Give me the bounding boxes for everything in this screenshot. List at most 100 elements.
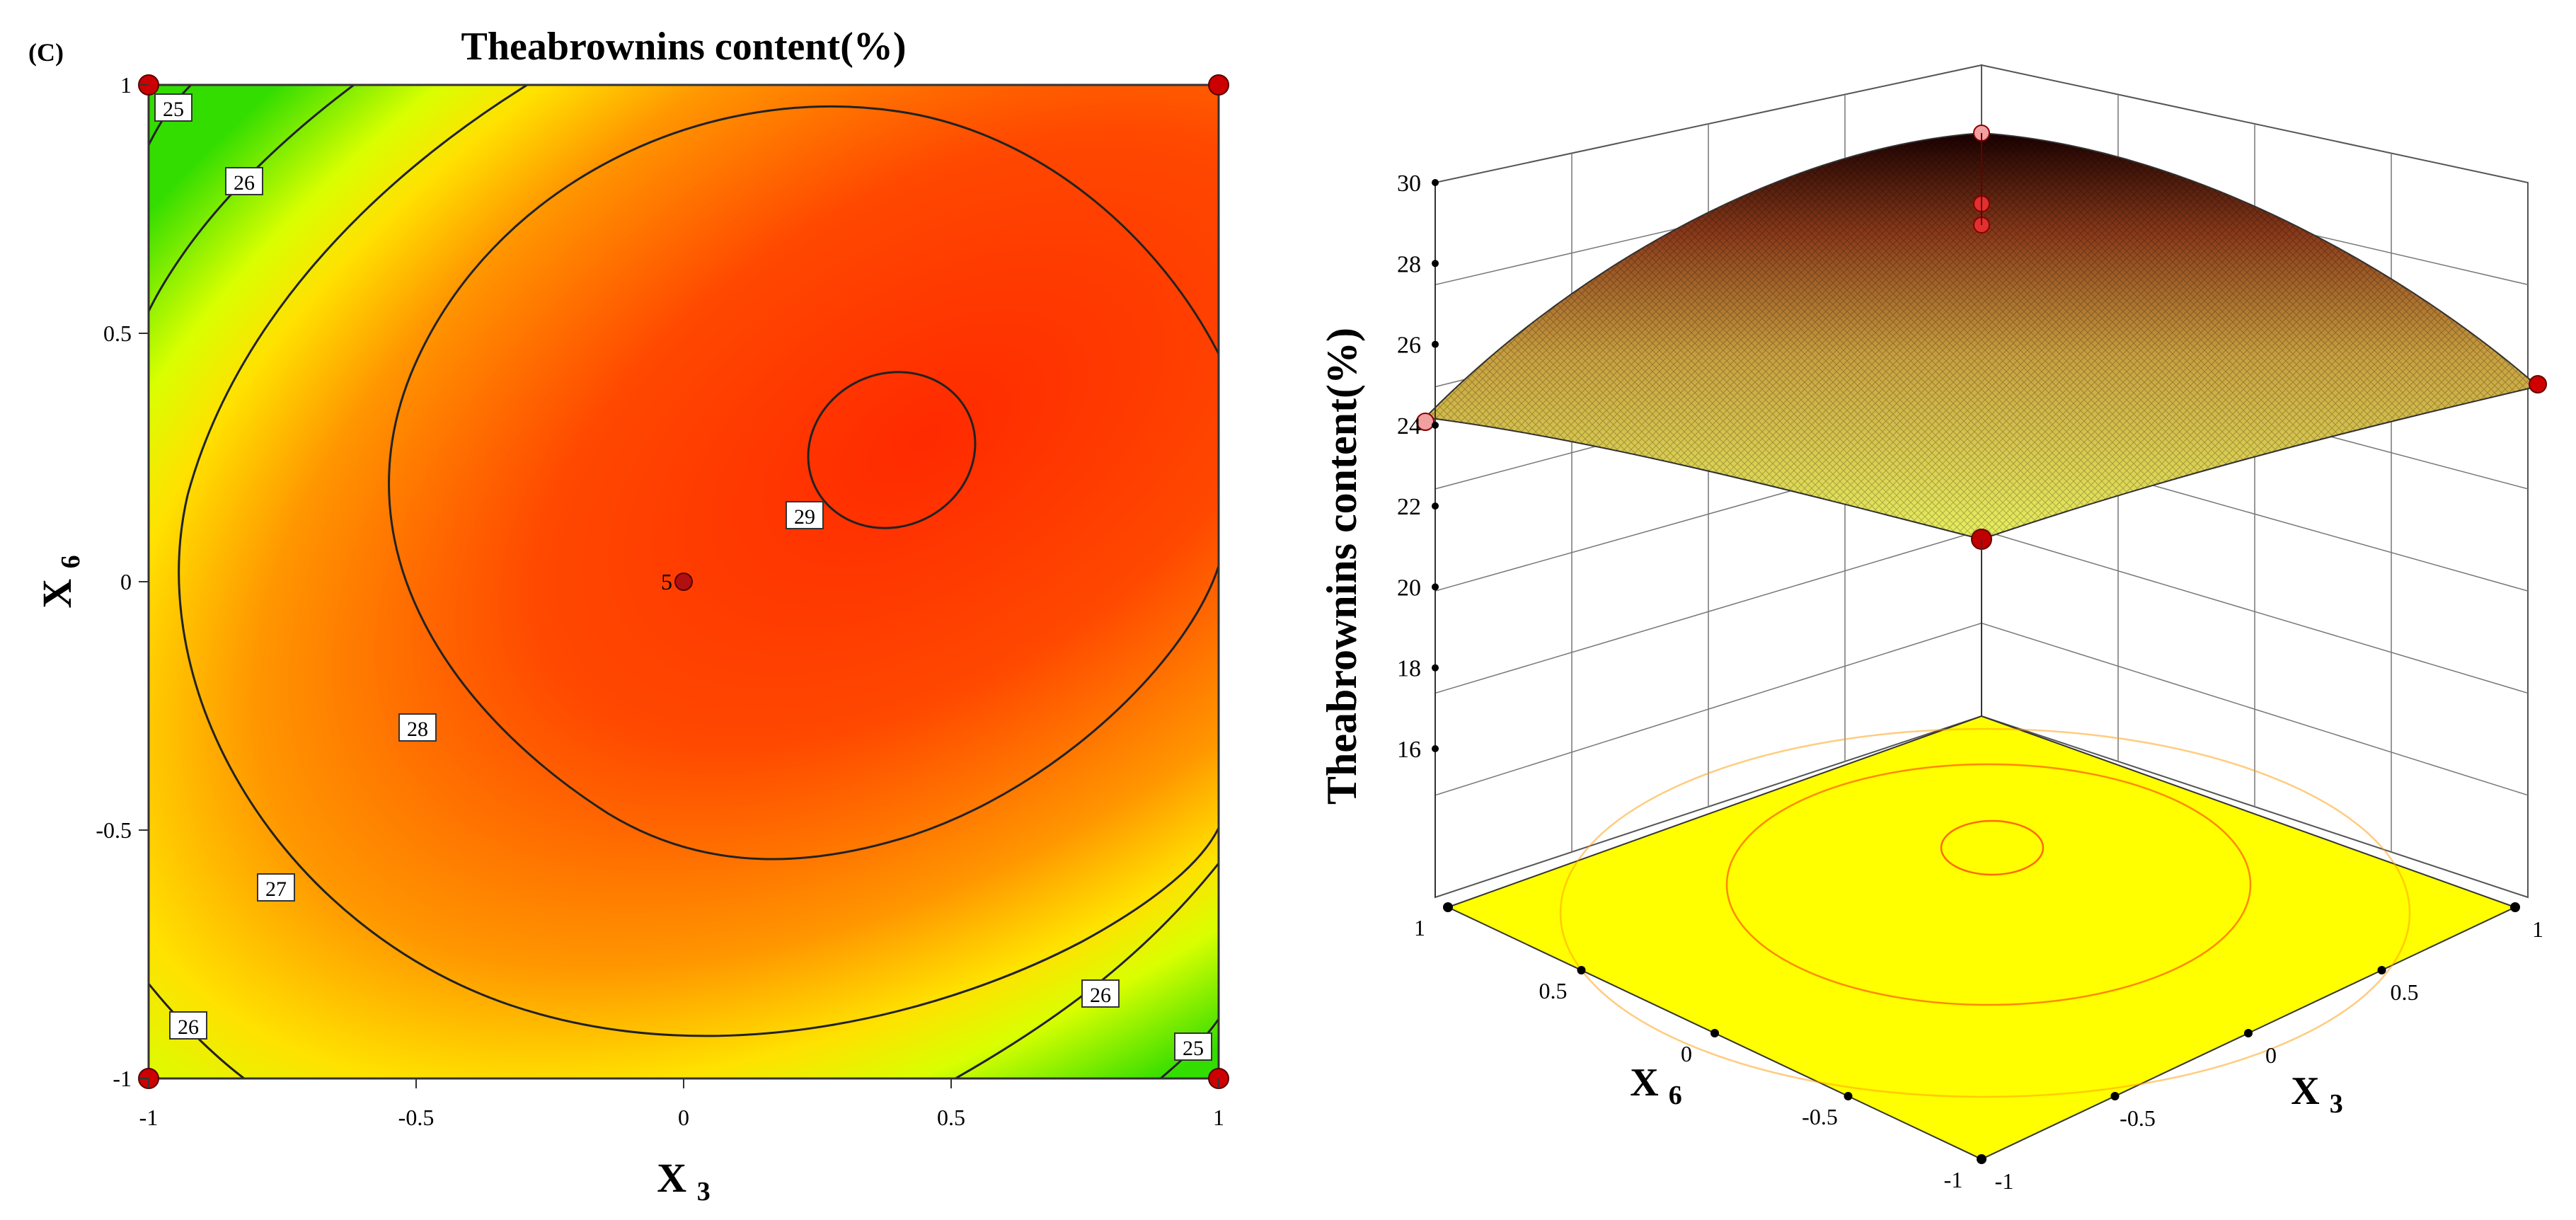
x3-tick-label: 0.5 bbox=[2391, 979, 2419, 1005]
x-tick-label: 0 bbox=[678, 1105, 689, 1130]
design-point-label: 5 bbox=[661, 569, 672, 594]
design-points: 5 bbox=[138, 74, 1229, 1089]
contour-label: 25 bbox=[1174, 1032, 1212, 1061]
x6-tick-label: 0 bbox=[1681, 1041, 1692, 1066]
floor-contour-29 bbox=[1940, 819, 2045, 876]
axis-label-subscript: 3 bbox=[2330, 1089, 2343, 1119]
y-tick-label: 0.5 bbox=[103, 321, 132, 346]
y-tick-label: -0.5 bbox=[96, 817, 132, 843]
design-point bbox=[1208, 74, 1229, 96]
y-tick-label: -1 bbox=[113, 1066, 132, 1091]
contour-label: 28 bbox=[398, 713, 437, 742]
z-tick-mark bbox=[1432, 583, 1439, 591]
panel-label: (C) bbox=[28, 38, 64, 67]
contour-line-27 bbox=[178, 85, 1219, 1037]
z-tick-mark bbox=[1432, 421, 1439, 429]
z-tick-label: 20 bbox=[1397, 575, 1421, 601]
x-tick-label: 1 bbox=[1213, 1105, 1224, 1130]
x3-tick-mark bbox=[2244, 1029, 2253, 1037]
svg-text:27: 27 bbox=[265, 877, 287, 901]
x6-tick-label: 0.5 bbox=[1539, 978, 1568, 1003]
surface-point-left bbox=[1416, 413, 1434, 431]
surface-z-label: Theabrownins content(%) bbox=[1318, 328, 1365, 805]
contour-label: 26 bbox=[169, 1011, 207, 1040]
z-tick-mark bbox=[1432, 179, 1439, 186]
svg-text:25: 25 bbox=[163, 98, 184, 121]
x3-tick-label: 0 bbox=[2265, 1042, 2277, 1068]
z-tick-mark bbox=[1432, 340, 1439, 348]
contour-y-axis: -1 -0.5 0 0.5 1 bbox=[96, 72, 149, 1091]
axis-label-subscript: 6 bbox=[1669, 1081, 1682, 1110]
x6-tick-label: -0.5 bbox=[1802, 1104, 1838, 1129]
contour-line-28 bbox=[388, 105, 1219, 861]
z-tick-mark bbox=[1432, 745, 1439, 752]
x3-tick-label: 1 bbox=[2532, 916, 2543, 942]
x-tick-label: -0.5 bbox=[398, 1105, 435, 1130]
contour-label: 26 bbox=[1081, 979, 1120, 1008]
z-tick-mark bbox=[1432, 260, 1439, 267]
x6-tick-mark bbox=[1710, 1029, 1719, 1037]
z-tick-mark bbox=[1432, 664, 1439, 672]
svg-text:25: 25 bbox=[1183, 1037, 1204, 1060]
x3-tick-mark bbox=[2511, 903, 2519, 911]
contour-labels: 25 26 27 28 29 26 26 25 bbox=[154, 93, 1212, 1061]
x3-axis-ticks: -1 -0.5 0 0.5 1 bbox=[1977, 903, 2543, 1194]
x6-tick-mark bbox=[1844, 1092, 1853, 1100]
svg-text:29: 29 bbox=[794, 505, 815, 529]
z-tick-mark bbox=[1432, 502, 1439, 510]
floor-contours bbox=[1559, 727, 2411, 1098]
z-tick-label: 18 bbox=[1397, 656, 1421, 682]
contour-label: 25 bbox=[154, 93, 192, 122]
contour-x-label-main: X bbox=[657, 1155, 686, 1201]
svg-text:28: 28 bbox=[407, 718, 428, 741]
svg-text:26: 26 bbox=[1090, 984, 1111, 1007]
x6-axis-ticks: 1 0.5 0 -0.5 -1 bbox=[1414, 903, 1986, 1192]
svg-text:26: 26 bbox=[178, 1015, 199, 1039]
surface-panel bbox=[1416, 64, 2547, 1164]
contour-x-axis: -1 -0.5 0 0.5 1 bbox=[139, 1078, 1224, 1130]
z-tick-label: 30 bbox=[1397, 171, 1421, 197]
surface-x6-label-main: X bbox=[1630, 1061, 1658, 1105]
z-tick-label: 24 bbox=[1397, 413, 1421, 439]
contour-y-label: X 6 bbox=[34, 555, 86, 608]
design-point bbox=[674, 572, 693, 591]
contour-line-29 bbox=[807, 371, 977, 529]
x3-tick-label: -1 bbox=[1995, 1168, 2014, 1194]
svg-text:26: 26 bbox=[234, 171, 255, 195]
x-tick-label: -1 bbox=[139, 1105, 159, 1130]
surface-x6-label: X 6 bbox=[1630, 1061, 1681, 1110]
floor-contour-28 bbox=[1725, 763, 2252, 1006]
z-tick-label: 16 bbox=[1397, 737, 1421, 763]
contour-label: 29 bbox=[786, 501, 824, 529]
x3-tick-mark bbox=[2377, 966, 2386, 974]
floor-contour-27 bbox=[1559, 727, 2411, 1098]
z-tick-label: 26 bbox=[1397, 333, 1421, 359]
contour-x-label: X 3 bbox=[657, 1155, 710, 1207]
contour-y-label-main: X bbox=[34, 579, 80, 609]
surface-x3-label-main: X bbox=[2291, 1069, 2319, 1113]
y-tick-label: 1 bbox=[120, 72, 132, 98]
x3-tick-mark bbox=[1977, 1155, 1986, 1163]
contour-line-26-top bbox=[149, 85, 355, 312]
x6-tick-mark bbox=[1444, 903, 1452, 911]
y-tick-label: 0 bbox=[120, 569, 132, 594]
contour-label: 27 bbox=[257, 873, 295, 902]
x-tick-label: 0.5 bbox=[937, 1105, 965, 1130]
axis-label-subscript: 3 bbox=[697, 1177, 711, 1207]
surface-x3-label: X 3 bbox=[2291, 1069, 2342, 1119]
x6-tick-label: 1 bbox=[1414, 915, 1425, 940]
x3-tick-label: -0.5 bbox=[2120, 1105, 2156, 1131]
z-tick-label: 28 bbox=[1397, 251, 1421, 277]
x6-tick-label: -1 bbox=[1944, 1167, 1963, 1192]
x6-tick-mark bbox=[1577, 966, 1586, 974]
contour-label: 26 bbox=[225, 167, 263, 195]
response-surface-mesh bbox=[1425, 133, 2538, 539]
contour-title: Theabrownins content(%) bbox=[461, 25, 906, 69]
z-tick-label: 22 bbox=[1397, 494, 1421, 520]
z-axis-ticks: 16 18 20 22 24 26 28 30 bbox=[1397, 171, 1439, 763]
x3-tick-mark bbox=[2110, 1092, 2120, 1100]
surface-point-right bbox=[2529, 375, 2547, 393]
surface-floor bbox=[1446, 715, 2517, 1161]
axis-label-subscript: 6 bbox=[56, 555, 86, 568]
